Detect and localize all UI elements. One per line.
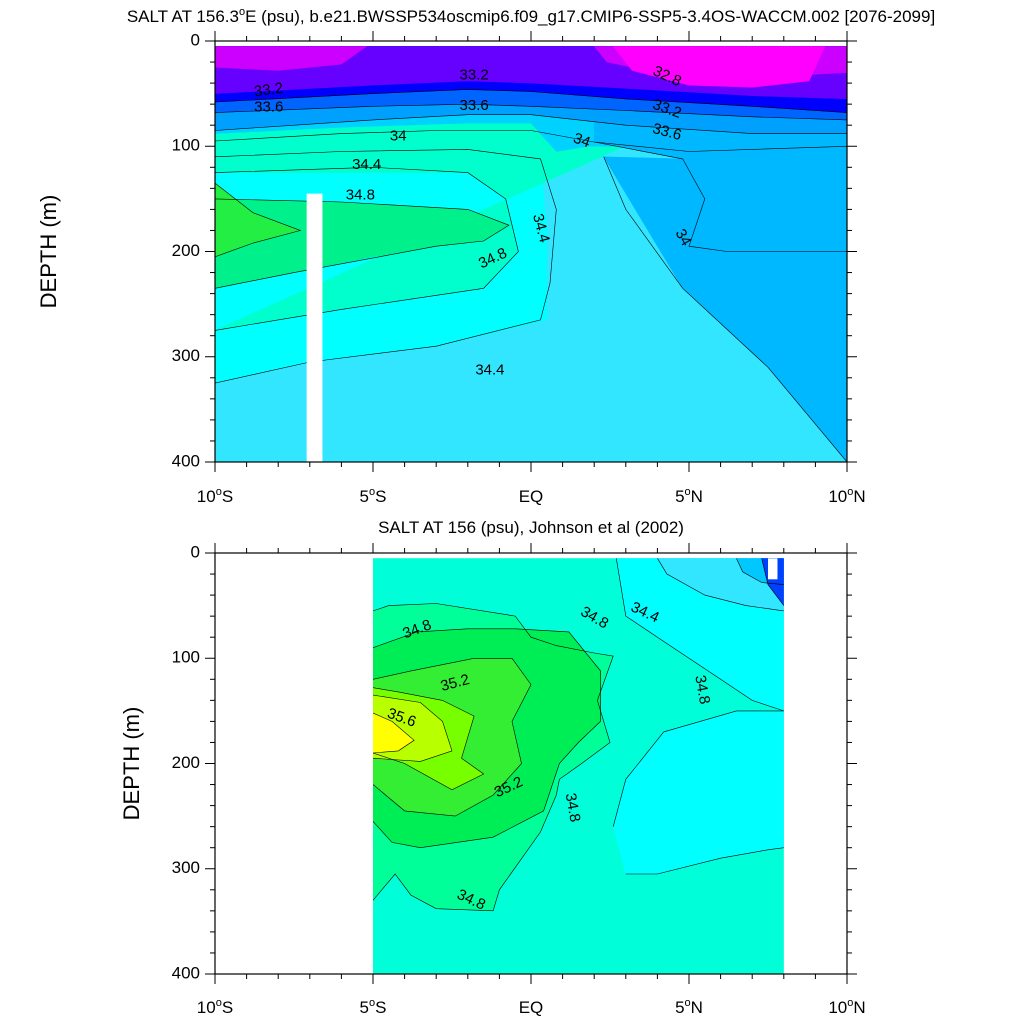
contour-line [373, 712, 415, 754]
contour-fill [373, 558, 784, 974]
contour-label: 35.2 [439, 671, 472, 695]
y-tick-label: 0 [191, 30, 200, 49]
y-tick-label: 200 [172, 753, 200, 772]
contour-label: 33.6 [460, 97, 489, 114]
contour-line [215, 182, 302, 258]
contour-line [657, 558, 784, 612]
panel-2: 34.835.235.635.234.834.834.8 34.434.80100… [119, 518, 866, 1017]
contour-line [373, 628, 601, 849]
x-tick-label: 10oN [828, 997, 865, 1017]
x-tick-label: 5oN [675, 486, 703, 506]
contour-line [215, 89, 847, 113]
chart-title: SALT AT 156.3oE (psu), b.e21.BWSSP534osc… [127, 6, 935, 26]
x-tick-label: 5oN [675, 997, 703, 1017]
contour-line [603, 156, 847, 462]
contour-line [215, 103, 847, 121]
y-tick-label: 100 [172, 136, 200, 155]
contour-label: 34.4 [529, 212, 553, 245]
x-tick-label: 10oN [828, 486, 865, 506]
contour-line [215, 149, 557, 384]
contour-line [761, 558, 784, 606]
contour-line [373, 603, 614, 912]
y-tick-label: 400 [172, 963, 200, 982]
y-tick-label: 0 [191, 542, 200, 561]
contour-label: 34.8 [346, 187, 375, 204]
contour-line [594, 141, 847, 252]
panel-1: 33.233.633.233.632.833.233.634 3434.434.8… [36, 6, 935, 506]
contour-region [612, 46, 826, 88]
contour-region [215, 46, 368, 71]
y-tick-label: 200 [172, 241, 200, 260]
contour-label: 34.4 [352, 156, 381, 173]
contour-line [616, 558, 784, 712]
contour-label: 34 [390, 128, 407, 145]
contour-line [736, 558, 784, 585]
x-tick-label: 10oS [197, 486, 233, 506]
chart-title: SALT AT 156 (psu), Johnson et al (2002) [378, 518, 684, 537]
contour-label: 34.8 [691, 674, 713, 706]
contour-label: 34.8 [562, 792, 584, 824]
contour-label: 34 [571, 130, 592, 152]
contour-label: 34.4 [475, 361, 504, 378]
contour-region [641, 957, 655, 969]
x-tick-label: 5oS [360, 486, 387, 506]
contour-label: 33.6 [254, 98, 283, 115]
y-tick-label: 300 [172, 346, 200, 365]
contour-line [612, 710, 784, 827]
contour-line [215, 114, 847, 134]
y-tick-label: 400 [172, 451, 200, 470]
y-tick-label: 100 [172, 648, 200, 667]
missing-data-column [768, 558, 778, 580]
contour-line [625, 847, 784, 875]
contour-line [373, 657, 532, 817]
y-axis-label: DEPTH (m) [119, 707, 144, 821]
contour-fill [215, 46, 847, 462]
contour-label: 34 [672, 226, 695, 249]
x-tick-label: EQ [519, 998, 544, 1017]
y-axis-label: DEPTH (m) [36, 195, 61, 309]
contour-line [215, 130, 847, 152]
x-tick-label: 10oS [197, 997, 233, 1017]
missing-data-column [306, 193, 323, 462]
x-tick-label: 5oS [360, 997, 387, 1017]
contour-line [373, 687, 485, 791]
contour-label: 33.6 [651, 120, 684, 144]
contour-label: 33.2 [460, 67, 489, 84]
x-tick-label: EQ [519, 487, 544, 506]
y-tick-label: 300 [172, 858, 200, 877]
contour-label: 33.2 [253, 79, 284, 100]
contour-line [215, 166, 519, 331]
contour-line [373, 694, 453, 762]
